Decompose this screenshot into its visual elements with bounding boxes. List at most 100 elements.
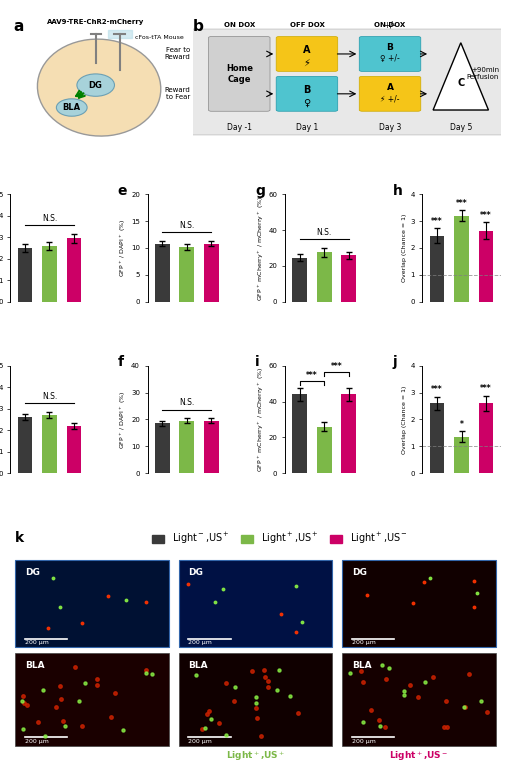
Text: h: h: [392, 183, 402, 198]
Text: 200 μm: 200 μm: [25, 739, 49, 745]
Text: ***: ***: [306, 371, 318, 380]
Ellipse shape: [56, 99, 87, 117]
Text: BLA: BLA: [352, 660, 371, 670]
Bar: [479, 231, 494, 301]
FancyBboxPatch shape: [208, 37, 270, 111]
Bar: [179, 560, 332, 647]
Text: *: *: [459, 420, 463, 429]
Text: ***: ***: [456, 199, 468, 209]
Text: +/-: +/-: [384, 20, 397, 29]
Text: ***: ***: [431, 217, 443, 226]
Text: 200 μm: 200 μm: [189, 640, 213, 645]
Bar: [292, 258, 307, 301]
Bar: [66, 239, 81, 301]
Text: N.S.: N.S.: [179, 398, 195, 407]
Bar: [204, 244, 219, 301]
Y-axis label: Overlap (Chance = 1): Overlap (Chance = 1): [402, 214, 407, 282]
FancyBboxPatch shape: [276, 77, 338, 111]
Bar: [179, 247, 194, 301]
Text: 200 μm: 200 μm: [352, 640, 376, 645]
Text: DG: DG: [189, 568, 203, 577]
Text: OFF DOX: OFF DOX: [290, 21, 324, 28]
Text: Day 5: Day 5: [450, 123, 472, 133]
Ellipse shape: [37, 39, 161, 136]
Legend: Light$^-$,US$^+$, Light$^+$,US$^+$, Light$^+$,US$^-$: Light$^-$,US$^+$, Light$^+$,US$^+$, Ligh…: [149, 527, 411, 550]
Text: Day 1: Day 1: [296, 123, 318, 133]
Text: ⚡: ⚡: [304, 58, 310, 67]
Text: f: f: [118, 355, 124, 369]
Text: b: b: [193, 19, 204, 34]
Bar: [342, 653, 496, 746]
Y-axis label: GFP$^+$ mCherry$^+$ / mCherry$^+$ (%): GFP$^+$ mCherry$^+$ / mCherry$^+$ (%): [256, 196, 266, 301]
Bar: [15, 560, 169, 647]
Text: ON DOX: ON DOX: [224, 21, 255, 28]
Text: 200 μm: 200 μm: [189, 739, 213, 745]
Text: BLA: BLA: [189, 660, 208, 670]
Text: e: e: [118, 183, 127, 198]
Text: k: k: [15, 532, 24, 545]
Text: DG: DG: [89, 81, 103, 90]
Bar: [17, 416, 32, 473]
Text: BLA: BLA: [25, 660, 44, 670]
Bar: [479, 403, 494, 473]
Bar: [341, 394, 356, 473]
Bar: [317, 252, 332, 301]
Text: 200 μm: 200 μm: [352, 739, 376, 745]
Bar: [42, 415, 57, 473]
Bar: [430, 403, 445, 473]
Text: N.S.: N.S.: [42, 214, 57, 223]
Text: ***: ***: [480, 384, 492, 393]
Text: j: j: [392, 355, 397, 369]
Text: +90min
Perfusion: +90min Perfusion: [467, 67, 499, 81]
Bar: [66, 426, 81, 473]
Bar: [15, 653, 169, 746]
Bar: [454, 437, 469, 473]
Y-axis label: Overlap (Chance = 1): Overlap (Chance = 1): [402, 385, 407, 453]
Text: B: B: [387, 43, 393, 52]
Text: i: i: [255, 355, 260, 369]
Bar: [454, 216, 469, 301]
Text: N.S.: N.S.: [42, 392, 57, 401]
Bar: [42, 245, 57, 301]
FancyBboxPatch shape: [190, 29, 504, 135]
Text: N.S.: N.S.: [316, 229, 332, 237]
Text: ON DOX: ON DOX: [375, 21, 406, 28]
Text: DG: DG: [352, 568, 367, 577]
Text: ♀ +/-: ♀ +/-: [380, 54, 400, 64]
Text: Day -1: Day -1: [227, 123, 252, 133]
Bar: [204, 421, 219, 473]
Bar: [155, 244, 170, 301]
Text: N.S.: N.S.: [179, 221, 195, 230]
Text: g: g: [255, 183, 265, 198]
Bar: [179, 653, 332, 746]
FancyBboxPatch shape: [276, 37, 338, 71]
Text: C: C: [457, 77, 464, 87]
Text: a: a: [14, 19, 24, 34]
FancyBboxPatch shape: [359, 77, 421, 111]
Bar: [342, 560, 496, 647]
Text: Fear to
Reward: Fear to Reward: [164, 48, 190, 61]
Text: ***: ***: [331, 362, 342, 371]
Text: Home
Cage: Home Cage: [226, 64, 253, 84]
Text: Light$^-$,US$^+$: Light$^-$,US$^+$: [62, 749, 122, 763]
Y-axis label: GFP$^+$ mCherry$^+$ / mCherry$^+$ (%): GFP$^+$ mCherry$^+$ / mCherry$^+$ (%): [256, 367, 266, 472]
Text: 200 μm: 200 μm: [25, 640, 49, 645]
Text: Day 3: Day 3: [379, 123, 401, 133]
Y-axis label: GFP$^+$ / DAPI$^+$ (%): GFP$^+$ / DAPI$^+$ (%): [118, 390, 128, 449]
Bar: [17, 248, 32, 301]
FancyBboxPatch shape: [359, 37, 421, 71]
Text: A: A: [303, 45, 311, 55]
Y-axis label: GFP$^+$ / DAPI$^+$ (%): GFP$^+$ / DAPI$^+$ (%): [118, 219, 128, 277]
Text: ***: ***: [480, 212, 492, 220]
Polygon shape: [433, 43, 489, 110]
Text: DG: DG: [25, 568, 40, 577]
Text: ***: ***: [431, 385, 443, 394]
Text: ⚡ +/-: ⚡ +/-: [380, 94, 400, 104]
Bar: [179, 421, 194, 473]
Text: AAV9-TRE-ChR2-mCherry: AAV9-TRE-ChR2-mCherry: [47, 19, 145, 25]
Text: Light$^+$,US$^-$: Light$^+$,US$^-$: [389, 749, 449, 763]
Text: Reward
to Fear: Reward to Fear: [164, 87, 190, 100]
Text: A: A: [386, 83, 393, 92]
Ellipse shape: [77, 74, 114, 97]
Bar: [341, 255, 356, 301]
